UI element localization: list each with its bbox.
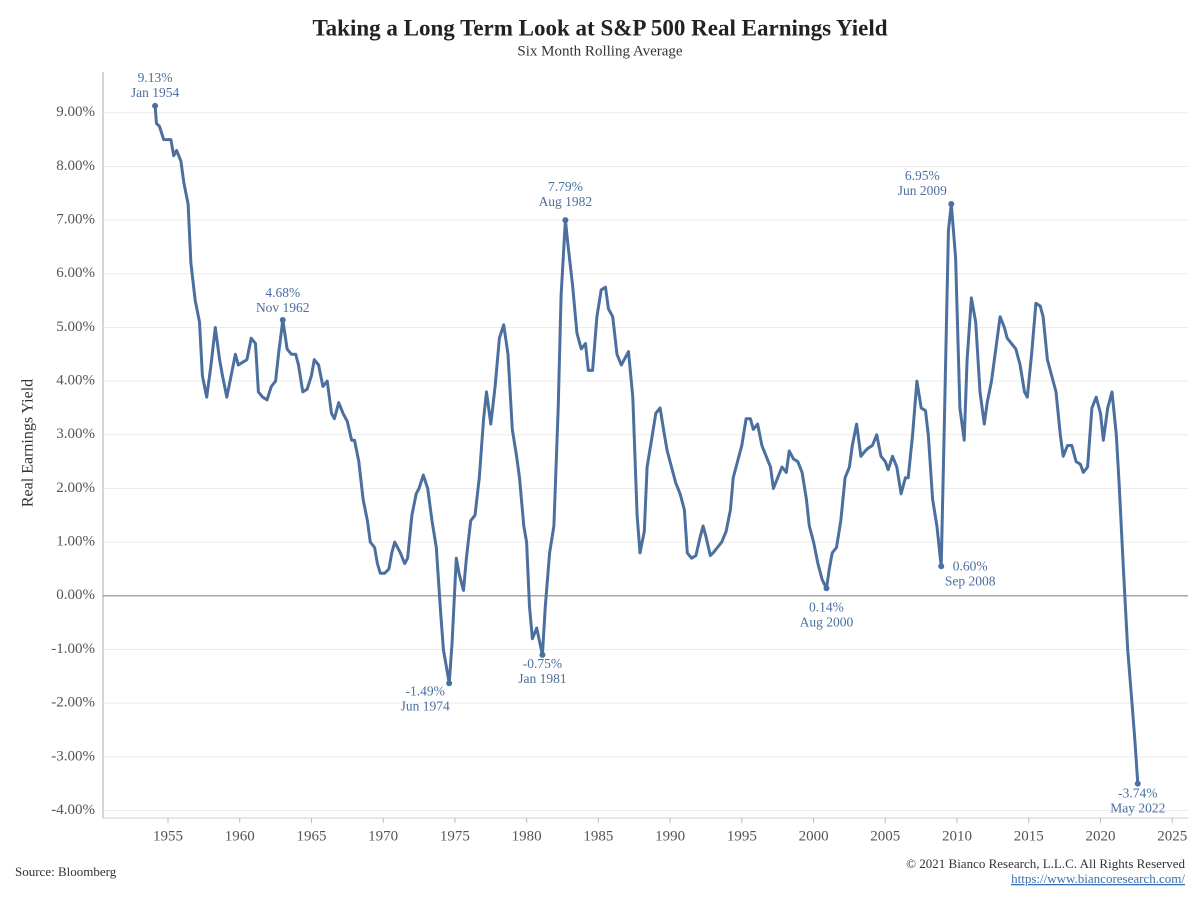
annotation-date: Jun 1974 bbox=[401, 698, 450, 713]
y-tick-label: 2.00% bbox=[56, 480, 95, 496]
x-tick-label: 1980 bbox=[512, 828, 542, 844]
annotation-value: 7.79% bbox=[548, 179, 583, 194]
annotation-point bbox=[1134, 780, 1141, 787]
x-tick-label: 1965 bbox=[296, 828, 326, 844]
annotation-point bbox=[938, 563, 945, 570]
source-note: Source: Bloomberg bbox=[15, 864, 117, 879]
x-tick-label: 2010 bbox=[942, 828, 972, 844]
annotation-date: Sep 2008 bbox=[945, 573, 996, 588]
annotation-point bbox=[152, 102, 159, 109]
chart-subtitle: Six Month Rolling Average bbox=[517, 43, 682, 59]
annotation-date: Nov 1962 bbox=[256, 300, 310, 315]
annotation-date: Aug 1982 bbox=[539, 194, 593, 209]
y-tick-label: 1.00% bbox=[56, 534, 95, 550]
series-line bbox=[153, 105, 1140, 784]
annotation-value: -3.74% bbox=[1118, 786, 1157, 801]
y-tick-label: -2.00% bbox=[51, 695, 95, 711]
annotation-value: 9.13% bbox=[138, 70, 173, 85]
annotation-point bbox=[562, 217, 569, 224]
x-tick-label: 1975 bbox=[440, 828, 470, 844]
annotation-point bbox=[279, 316, 286, 323]
x-tick-label: 1955 bbox=[153, 828, 183, 844]
y-tick-label: -1.00% bbox=[51, 641, 95, 657]
chart-title: Taking a Long Term Look at S&P 500 Real … bbox=[312, 15, 887, 40]
annotation-value: 0.60% bbox=[953, 558, 988, 573]
annotation-point bbox=[823, 585, 830, 592]
y-tick-label: 4.00% bbox=[56, 373, 95, 389]
annotation-date: Aug 2000 bbox=[800, 614, 854, 629]
x-tick-label: 1960 bbox=[225, 828, 255, 844]
copyright: © 2021 Bianco Research, L.L.C. All Right… bbox=[906, 856, 1185, 871]
y-tick-label: 6.00% bbox=[56, 265, 95, 281]
x-tick-label: 2020 bbox=[1085, 828, 1115, 844]
annotation-point bbox=[539, 651, 546, 658]
annotation-point bbox=[948, 201, 955, 208]
x-tick-label: 2015 bbox=[1014, 828, 1044, 844]
x-tick-label: 2000 bbox=[799, 828, 829, 844]
y-tick-label: 8.00% bbox=[56, 158, 95, 174]
annotation-value: 0.14% bbox=[809, 599, 844, 614]
x-tick-label: 1995 bbox=[727, 828, 757, 844]
y-tick-label: 5.00% bbox=[56, 319, 95, 335]
annotation-date: Jan 1981 bbox=[518, 671, 566, 686]
annotation-date: Jun 2009 bbox=[898, 183, 947, 198]
x-tick-label: 2025 bbox=[1157, 828, 1187, 844]
y-tick-label: 9.00% bbox=[56, 104, 95, 120]
x-tick-label: 1985 bbox=[583, 828, 613, 844]
y-tick-label: -3.00% bbox=[51, 748, 95, 764]
annotation-value: -1.49% bbox=[405, 683, 444, 698]
x-tick-label: 2005 bbox=[870, 828, 900, 844]
annotation-value: -0.75% bbox=[523, 656, 562, 671]
y-tick-label: 7.00% bbox=[56, 212, 95, 228]
annotation-point bbox=[446, 680, 453, 687]
annotation-date: Jan 1954 bbox=[131, 85, 180, 100]
x-tick-label: 1970 bbox=[368, 828, 398, 844]
annotation-value: 4.68% bbox=[265, 285, 300, 300]
website-link[interactable]: https://www.biancoresearch.com/ bbox=[1011, 871, 1185, 886]
y-tick-label: -4.00% bbox=[51, 802, 95, 818]
y-axis-label: Real Earnings Yield bbox=[20, 379, 37, 507]
annotation-date: May 2022 bbox=[1110, 801, 1165, 816]
y-tick-label: 0.00% bbox=[56, 587, 95, 603]
y-tick-label: 3.00% bbox=[56, 426, 95, 442]
x-tick-label: 1990 bbox=[655, 828, 685, 844]
annotation-value: 6.95% bbox=[905, 168, 940, 183]
